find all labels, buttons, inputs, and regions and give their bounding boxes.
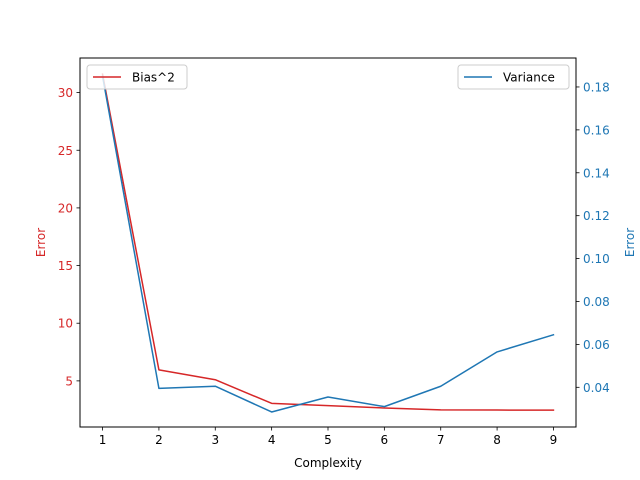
- x-tick-label: 8: [493, 433, 501, 447]
- plot-frame: [79, 57, 577, 428]
- left-y-tick-label: 15: [58, 259, 73, 273]
- x-tick-label: 9: [550, 433, 558, 447]
- left-axis-title: Error: [34, 228, 48, 257]
- x-tick-label: 5: [324, 433, 332, 447]
- legend-bias-label: Bias^2: [132, 71, 175, 85]
- legend-bias-frame: [86, 64, 188, 90]
- x-tick-label: 3: [211, 433, 219, 447]
- legend-variance-label: Variance: [503, 71, 555, 85]
- left-y-tick-label: 30: [58, 86, 73, 100]
- lines-layer: [101, 73, 555, 413]
- left-y-tick-label: 5: [65, 374, 73, 388]
- left-y-tick-label: 20: [58, 201, 73, 215]
- variance-series-line: [101, 75, 555, 413]
- x-tick-label: 4: [268, 433, 276, 447]
- right-y-tick-label: 0.04: [583, 381, 610, 395]
- left-y-tick-label: 25: [58, 144, 73, 158]
- left-y-tick-label: 10: [58, 317, 73, 331]
- right-axis-title: Error: [623, 228, 637, 257]
- right-y-tick-label: 0.16: [583, 123, 610, 137]
- x-axis-title: Complexity: [294, 456, 362, 470]
- x-tick-label: 1: [99, 433, 107, 447]
- right-y-tick-label: 0.18: [583, 80, 610, 94]
- x-tick-label: 2: [155, 433, 163, 447]
- x-tick-label: 6: [381, 433, 389, 447]
- bias-series-line: [101, 73, 555, 411]
- right-y-tick-label: 0.14: [583, 166, 610, 180]
- ticks-layer: 1 2 3 4 5 6 7 8 9 5 10 15 20 25 30 0.04 0.06 0.08 0.10 0.12…: [58, 80, 610, 447]
- right-y-tick-label: 0.10: [583, 252, 610, 266]
- legend-bias: Bias^2: [86, 64, 188, 90]
- legend-variance: Variance: [457, 64, 570, 90]
- right-y-tick-label: 0.08: [583, 295, 610, 309]
- x-tick-label: 7: [437, 433, 445, 447]
- right-y-tick-label: 0.06: [583, 338, 610, 352]
- right-y-tick-label: 0.12: [583, 209, 610, 223]
- legend-variance-frame: [457, 64, 570, 90]
